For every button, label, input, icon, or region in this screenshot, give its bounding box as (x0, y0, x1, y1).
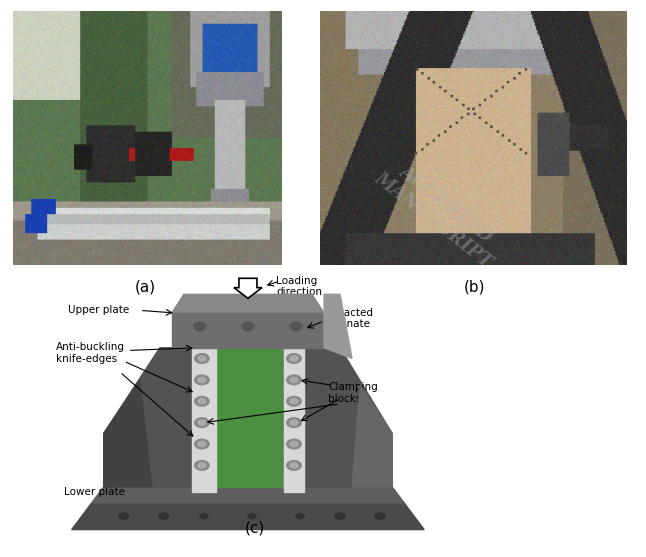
Polygon shape (172, 294, 324, 313)
Circle shape (290, 441, 298, 447)
Circle shape (335, 513, 345, 520)
Circle shape (119, 513, 129, 520)
Text: ACCEPTED
MANUSCRIPT: ACCEPTED MANUSCRIPT (371, 152, 508, 271)
Circle shape (198, 420, 206, 426)
Circle shape (290, 377, 298, 383)
Text: Loading
direction: Loading direction (276, 276, 322, 297)
Polygon shape (104, 348, 220, 487)
Polygon shape (352, 385, 392, 487)
Circle shape (159, 513, 169, 520)
Circle shape (287, 439, 301, 449)
Circle shape (198, 377, 206, 383)
Circle shape (198, 441, 206, 447)
Circle shape (194, 439, 209, 449)
Polygon shape (324, 294, 352, 359)
Circle shape (200, 514, 208, 519)
Text: (a): (a) (135, 280, 156, 295)
Text: Anti-buckling
knife-edges: Anti-buckling knife-edges (56, 343, 125, 364)
Text: Upper plate: Upper plate (68, 305, 129, 315)
Circle shape (287, 375, 301, 385)
Circle shape (290, 399, 298, 404)
Text: (c): (c) (245, 521, 266, 536)
Polygon shape (92, 487, 404, 503)
Circle shape (290, 463, 298, 468)
Circle shape (242, 323, 254, 330)
Text: Lower plate: Lower plate (64, 487, 125, 497)
Circle shape (194, 418, 209, 427)
Bar (192, 343, 216, 492)
Circle shape (194, 354, 209, 363)
Polygon shape (280, 348, 392, 487)
Circle shape (287, 418, 301, 427)
Polygon shape (72, 503, 424, 530)
Text: Clamping
blocks: Clamping blocks (328, 383, 378, 404)
Circle shape (198, 356, 206, 361)
Circle shape (198, 463, 206, 468)
Circle shape (198, 399, 206, 404)
Circle shape (290, 356, 298, 361)
Text: Impacted
laminate: Impacted laminate (324, 307, 373, 329)
Circle shape (290, 420, 298, 426)
Circle shape (194, 461, 209, 470)
FancyArrow shape (234, 278, 262, 299)
Circle shape (296, 514, 304, 519)
Polygon shape (104, 380, 152, 487)
Circle shape (375, 513, 385, 520)
Circle shape (194, 397, 209, 406)
Circle shape (290, 323, 302, 330)
Circle shape (194, 375, 209, 385)
Circle shape (287, 397, 301, 406)
Bar (212, 348, 288, 487)
Circle shape (194, 323, 206, 330)
Text: (b): (b) (464, 280, 486, 295)
Polygon shape (172, 313, 324, 348)
Bar (284, 343, 304, 492)
Circle shape (287, 354, 301, 363)
Circle shape (248, 514, 256, 519)
Circle shape (287, 461, 301, 470)
